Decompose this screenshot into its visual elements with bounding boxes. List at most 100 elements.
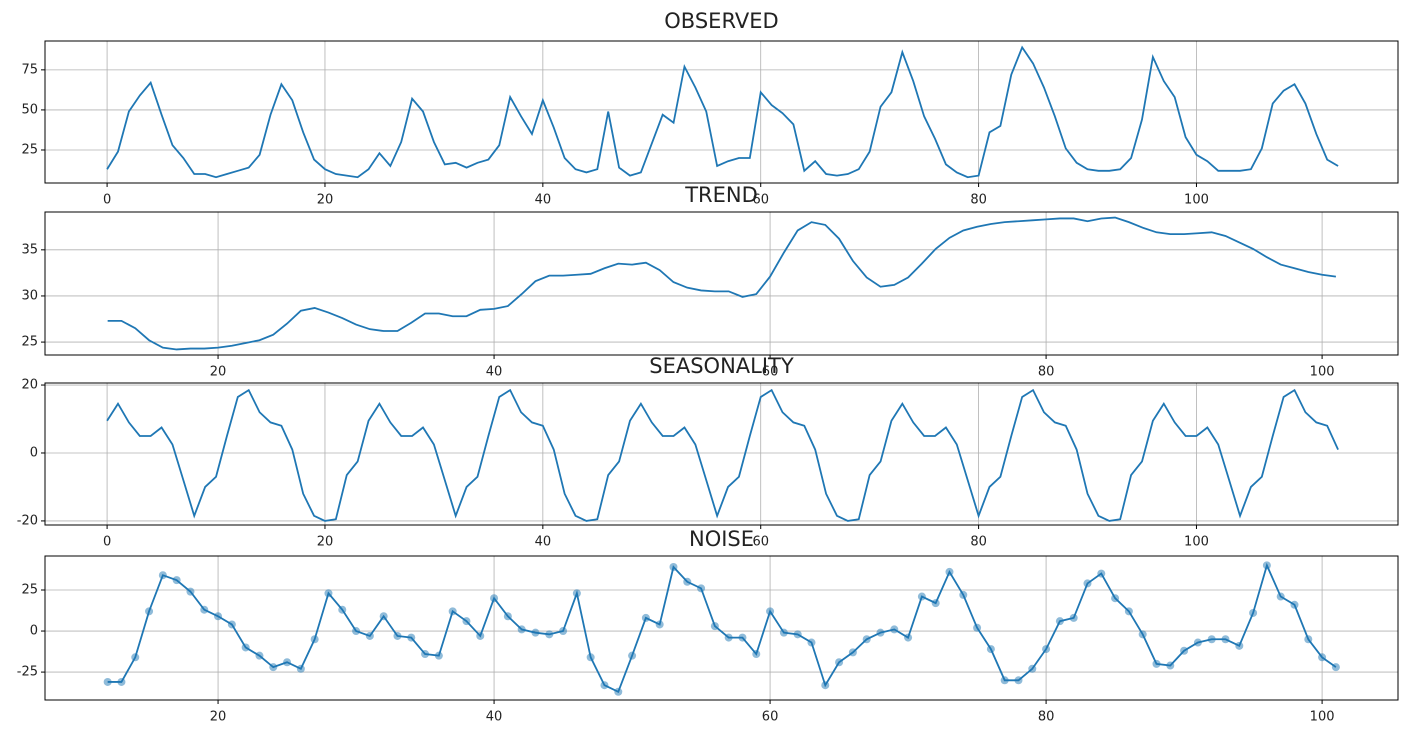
data-point [214, 612, 223, 621]
x-tick-label: 100 [1184, 535, 1209, 550]
y-tick-label: 20 [21, 378, 38, 393]
chart-title: NOISE [689, 527, 754, 551]
data-point [1290, 600, 1299, 609]
chart-title: TREND [684, 183, 758, 207]
x-tick-label: 80 [970, 193, 987, 208]
data-point [241, 643, 250, 652]
data-point [1083, 579, 1092, 588]
data-point [862, 635, 871, 644]
data-line [106, 388, 1339, 522]
data-point [434, 651, 443, 660]
x-tick-label: 20 [210, 365, 227, 380]
data-point [835, 658, 844, 667]
data-point [1249, 608, 1258, 617]
data-point [517, 625, 526, 634]
y-tick-label: 30 [21, 288, 38, 303]
data-point [600, 681, 609, 690]
data-point [904, 633, 913, 642]
data-point [186, 587, 195, 596]
data-point [986, 645, 995, 654]
data-point [1152, 659, 1161, 668]
data-point [779, 628, 788, 637]
data-point [793, 630, 802, 639]
data-point [931, 599, 940, 608]
data-line [106, 45, 1339, 179]
x-tick-label: 20 [210, 710, 227, 725]
data-point [1000, 676, 1009, 685]
data-point [641, 613, 650, 622]
y-tick-label: 25 [21, 142, 38, 157]
x-tick-label: 40 [486, 365, 503, 380]
x-tick-label: 60 [752, 535, 769, 550]
data-point [1318, 653, 1327, 662]
x-tick-label: 80 [1038, 365, 1055, 380]
data-point [172, 576, 181, 585]
chart-title: OBSERVED [664, 9, 778, 33]
data-point [393, 631, 402, 640]
x-tick-label: 0 [103, 535, 111, 550]
data-point [476, 631, 485, 640]
data-point [545, 630, 554, 639]
data-point [697, 584, 706, 593]
data-point [876, 628, 885, 637]
data-point [710, 622, 719, 631]
y-tick-label: 50 [21, 102, 38, 117]
data-point [586, 653, 595, 662]
data-point [269, 663, 278, 672]
data-point [1331, 663, 1340, 672]
data-point [917, 592, 926, 601]
plot-frame [44, 40, 1399, 184]
data-point [531, 628, 540, 637]
data-point [628, 651, 637, 660]
data-point [421, 650, 430, 659]
data-point [324, 589, 333, 598]
x-tick-label: 20 [317, 535, 334, 550]
plot-frame [44, 382, 1399, 526]
data-point [959, 590, 968, 599]
y-tick-label: 25 [21, 335, 38, 350]
data-point [1304, 635, 1313, 644]
data-point [407, 633, 416, 642]
data-point [973, 623, 982, 632]
data-point [738, 633, 747, 642]
x-tick-label: 0 [103, 193, 111, 208]
data-point [103, 677, 112, 686]
data-point [117, 677, 126, 686]
data-point [1221, 635, 1230, 644]
data-point [1193, 638, 1202, 647]
x-tick-label: 40 [486, 710, 503, 725]
x-tick-label: 60 [762, 365, 779, 380]
data-point [158, 571, 167, 580]
data-point [283, 658, 292, 667]
data-point [145, 607, 154, 616]
y-tick-label: 0 [30, 445, 38, 460]
data-point [572, 589, 581, 598]
y-tick-label: 75 [21, 62, 38, 77]
plot-frame [44, 555, 1399, 701]
data-line [107, 562, 1337, 694]
data-point [848, 648, 857, 657]
data-point [807, 638, 816, 647]
data-point [752, 650, 761, 659]
y-tick-label: 25 [21, 582, 38, 597]
data-point [1069, 613, 1078, 622]
data-point [1207, 635, 1216, 644]
data-point [462, 617, 471, 626]
data-point [200, 605, 209, 614]
data-point [503, 612, 512, 621]
data-point [1138, 630, 1147, 639]
x-tick-label: 100 [1310, 365, 1335, 380]
data-point [559, 627, 568, 636]
data-point [669, 563, 678, 572]
data-point [1166, 661, 1175, 670]
chart-title: SEASONALITY [649, 354, 794, 378]
data-point [352, 627, 361, 636]
data-point [724, 633, 733, 642]
data-point [365, 631, 374, 640]
x-tick-label: 60 [762, 710, 779, 725]
data-point [1042, 645, 1051, 654]
data-line [107, 216, 1337, 351]
data-point [131, 653, 140, 662]
y-tick-label: -20 [17, 513, 38, 528]
x-tick-label: 60 [752, 193, 769, 208]
